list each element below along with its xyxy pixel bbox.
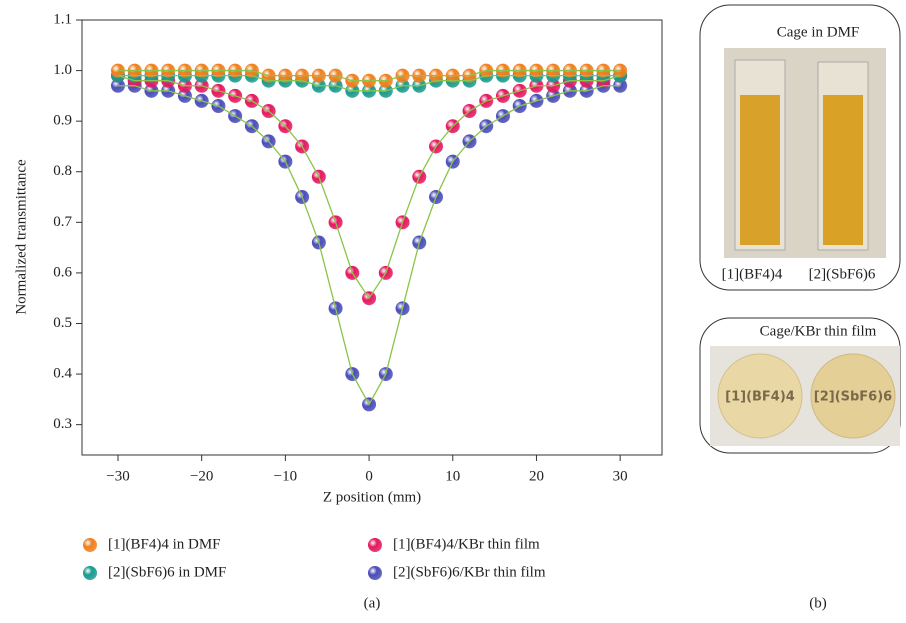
y-tick-label: 0.8 [53,163,72,179]
x-tick-label: 10 [445,468,460,484]
y-tick-label: 0.7 [53,214,72,230]
x-axis-label: Z position (mm) [323,489,421,505]
y-tick-label: 1.1 [53,11,72,27]
x-tick-label: 30 [613,468,628,484]
solution [823,95,863,245]
panel-label: (b) [809,595,827,611]
y-tick-label: 0.9 [53,113,72,129]
y-tick-label: 0.5 [53,315,72,331]
x-tick-label: −10 [274,468,297,484]
fit-line [118,86,620,405]
x-tick-label: −20 [190,468,213,484]
disc-label: [2](SbF6)6 [814,390,892,405]
top-title: Cage in DMF [777,24,860,40]
y-tick-label: 0.3 [53,416,72,432]
legend-marker [83,538,97,552]
top-label: [2](SbF6)6 [809,266,876,282]
top-label: [1](BF4)4 [722,266,783,282]
bottom-title: Cage/KBr thin film [760,323,877,339]
panel-b: Cage in DMF [1](BF4)4 [2](SbF6)6 Cage/KB… [700,5,900,611]
x-tick-label: 0 [365,468,373,484]
fit-line [118,76,620,299]
x-tick-label: 20 [529,468,544,484]
legend-label: [2](SbF6)6 in DMF [108,564,226,580]
disc-label: [1](BF4)4 [725,390,795,405]
legend-marker [368,538,382,552]
solution [740,95,780,245]
figure: Z position (mm) Normalized transmittance… [0,0,906,618]
y-tick-label: 1.0 [53,62,72,78]
x-tick-label: −30 [106,468,129,484]
legend-marker [83,566,97,580]
y-axis-label: Normalized transmittance [13,159,29,315]
y-tick-label: 0.6 [53,264,72,280]
legend-label: [1](BF4)4/KBr thin film [393,536,540,552]
legend-marker [368,566,382,580]
panel-label: (a) [364,595,381,611]
legend-label: [1](BF4)4 in DMF [108,536,221,552]
y-tick-label: 0.4 [53,366,72,382]
legend-label: [2](SbF6)6/KBr thin film [393,564,546,580]
